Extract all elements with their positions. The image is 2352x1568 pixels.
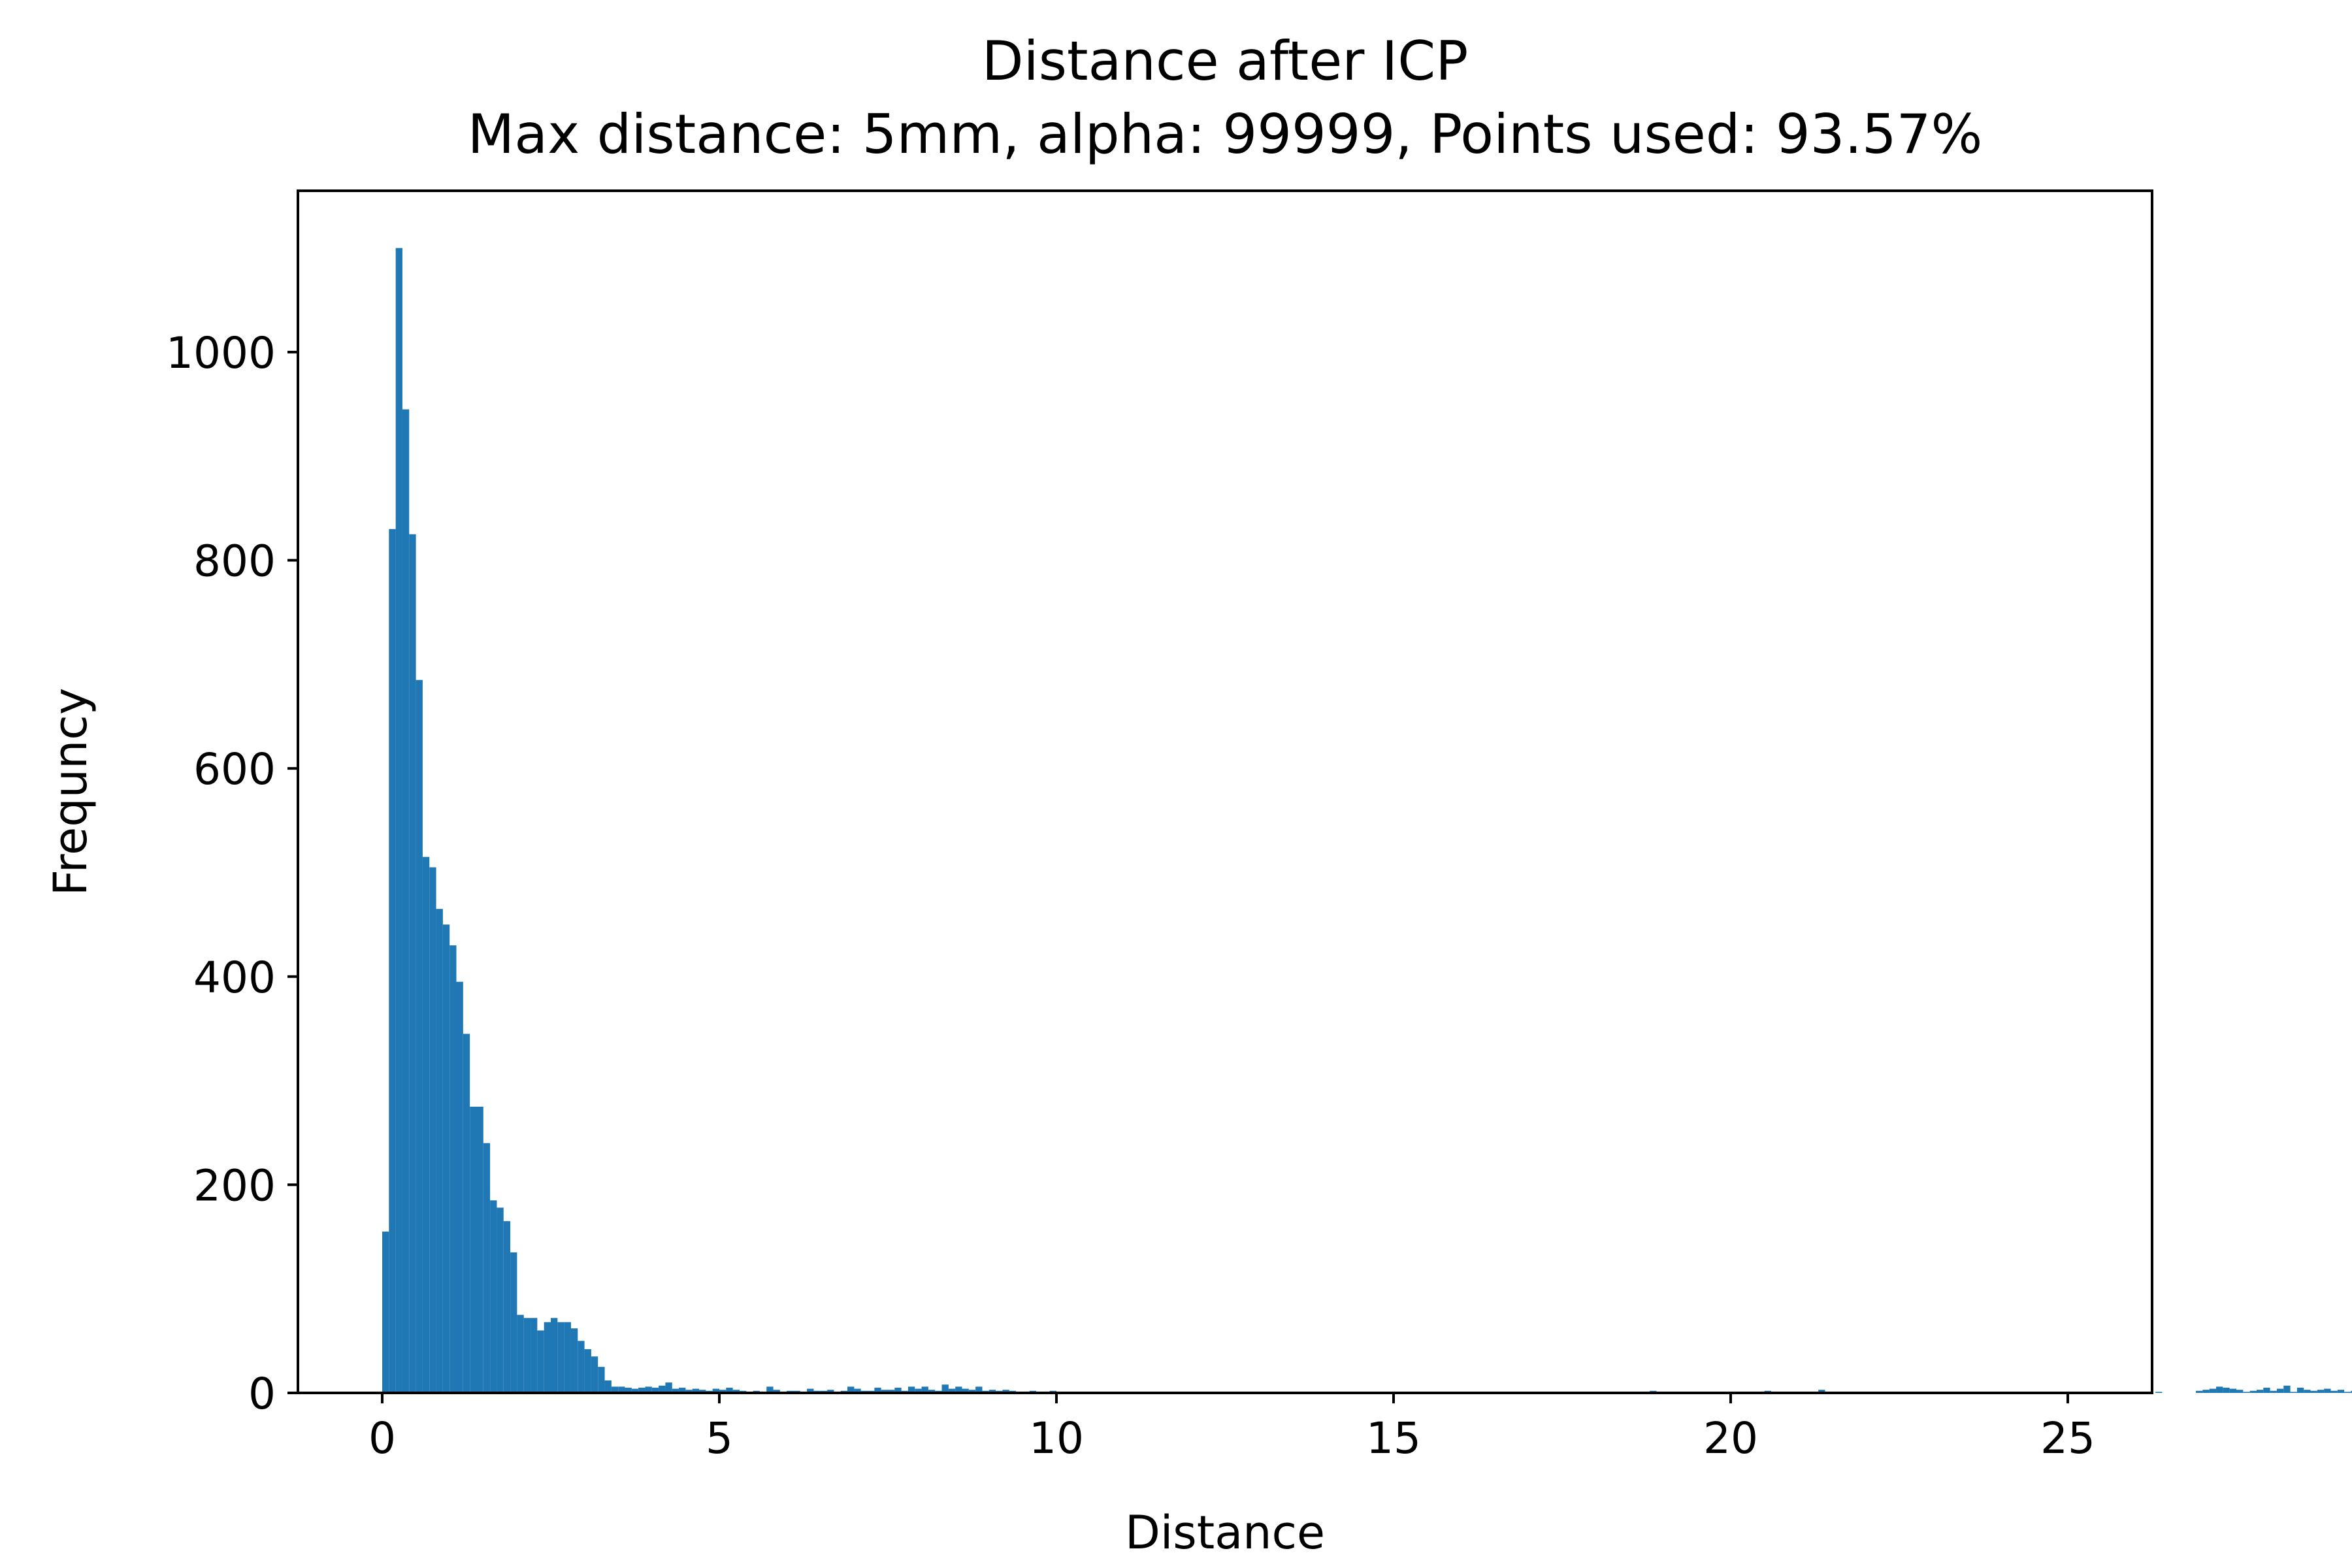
- histogram-bar: [443, 924, 449, 1393]
- y-tick-label: 600: [193, 744, 276, 794]
- histogram-bar: [2344, 1392, 2351, 1393]
- x-tick-label: 20: [1703, 1413, 1758, 1463]
- histogram-bar: [2230, 1389, 2236, 1393]
- y-tick-label: 0: [248, 1369, 276, 1419]
- histogram-bar: [402, 410, 409, 1393]
- histogram-bar: [416, 680, 423, 1393]
- histogram-bar: [409, 534, 416, 1393]
- histogram-bar: [2216, 1386, 2223, 1393]
- histogram-bar: [665, 1382, 672, 1393]
- y-tick-label: 800: [193, 536, 276, 587]
- histogram-bar: [564, 1322, 571, 1393]
- histogram-bar: [2196, 1391, 2202, 1393]
- histogram-bar: [389, 529, 395, 1393]
- histogram-bar: [2223, 1388, 2229, 1393]
- histogram-bar: [585, 1349, 591, 1393]
- histogram-bar: [449, 945, 456, 1393]
- histogram-bar: [544, 1322, 551, 1393]
- histogram-bar: [557, 1322, 564, 1393]
- histogram-bar: [2243, 1392, 2249, 1393]
- histogram-bar: [2324, 1389, 2330, 1393]
- x-tick-label: 5: [706, 1413, 733, 1463]
- histogram-bar: [463, 1034, 470, 1393]
- histogram-bar: [517, 1315, 523, 1393]
- histogram-bar: [2338, 1390, 2344, 1393]
- y-tick-label: 400: [193, 953, 276, 1003]
- histogram-bar: [382, 1232, 389, 1393]
- histogram-bar: [2311, 1391, 2317, 1393]
- histogram-bar: [2304, 1390, 2310, 1393]
- histogram-bar: [2263, 1388, 2270, 1393]
- x-tick-label: 10: [1029, 1413, 1084, 1463]
- histogram-bar: [457, 982, 463, 1393]
- histogram-bar: [497, 1207, 503, 1393]
- y-tick-label: 200: [193, 1160, 276, 1211]
- histogram-bar: [504, 1221, 510, 1393]
- histogram-bar: [2291, 1392, 2297, 1393]
- histogram-bar: [2330, 1391, 2337, 1393]
- y-axis-label: Frequncy: [44, 688, 97, 896]
- histogram-bar: [2236, 1390, 2243, 1393]
- histogram-bar: [470, 1107, 476, 1393]
- histogram-bar: [2250, 1391, 2257, 1393]
- x-tick-label: 0: [368, 1413, 396, 1463]
- histogram-bar: [524, 1318, 531, 1393]
- histogram-bar: [578, 1341, 584, 1393]
- histogram-bar: [2202, 1390, 2209, 1393]
- histogram-bar: [2210, 1389, 2216, 1393]
- histogram-bar: [436, 909, 443, 1393]
- histogram-bar: [605, 1380, 612, 1393]
- x-tick-label: 15: [1366, 1413, 1421, 1463]
- chart-subtitle: Max distance: 5mm, alpha: 99999, Points …: [468, 103, 1983, 166]
- histogram-bar: [2317, 1390, 2324, 1393]
- histogram-bar: [396, 248, 402, 1393]
- chart-title: Distance after ICP: [982, 29, 1469, 93]
- histogram-bar: [2283, 1386, 2290, 1393]
- histogram-bar: [537, 1330, 544, 1393]
- y-tick-label: 1000: [166, 328, 276, 378]
- histogram-bar: [2270, 1391, 2277, 1393]
- histogram-bar: [490, 1200, 497, 1393]
- x-axis-label: Distance: [1125, 1506, 1325, 1560]
- histogram-bar: [483, 1143, 490, 1393]
- histogram-bar: [423, 857, 429, 1393]
- histogram-bar: [2155, 1392, 2162, 1393]
- histogram-bar: [571, 1328, 578, 1393]
- histogram-bar: [598, 1367, 604, 1393]
- histogram-bar: [2277, 1389, 2283, 1393]
- histogram-bar: [551, 1318, 557, 1393]
- histogram-bar: [2297, 1388, 2304, 1393]
- histogram-bar: [476, 1107, 483, 1393]
- histogram-bar: [531, 1318, 537, 1393]
- histogram-bar: [591, 1356, 598, 1393]
- histogram-bar: [2257, 1390, 2263, 1393]
- x-tick-label: 25: [2040, 1413, 2095, 1463]
- histogram-bar: [510, 1252, 517, 1393]
- histogram-bar: [429, 868, 436, 1394]
